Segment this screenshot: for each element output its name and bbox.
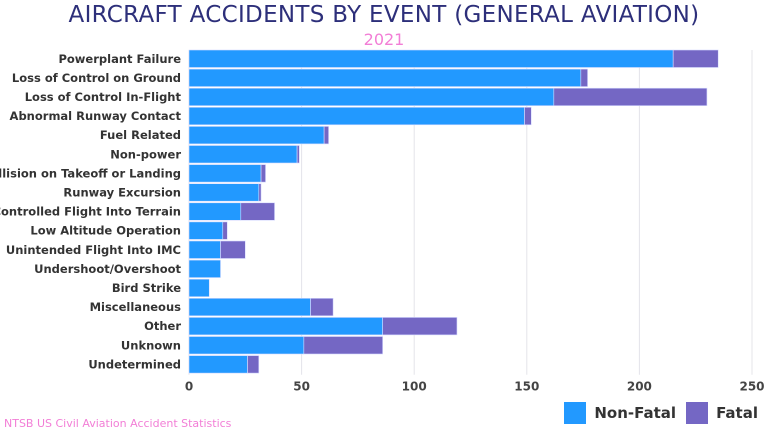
bar-non-fatal[interactable] [188,336,305,355]
bar-non-fatal[interactable] [188,87,555,106]
bar-fatal[interactable] [524,107,532,126]
bar-non-fatal[interactable] [188,126,325,145]
x-tick-label: 150 [514,380,539,394]
category-label: Runway Excursion [63,185,181,199]
legend-label: Fatal [716,404,758,422]
bar-fatal[interactable] [672,49,719,68]
category-label: Fuel Related [100,128,181,142]
bar-non-fatal[interactable] [188,183,260,202]
bar-non-fatal[interactable] [188,355,248,374]
x-tick-label: 50 [293,380,310,394]
x-tick-label: 250 [739,380,764,394]
category-label: Bird Strike [112,281,181,295]
source-note: NTSB US Civil Aviation Accident Statisti… [4,417,232,430]
bar-non-fatal[interactable] [188,107,525,126]
category-label: Other [144,319,181,333]
bar-fatal[interactable] [247,355,260,374]
bar-fatal[interactable] [296,145,300,164]
bar-fatal[interactable] [323,126,329,145]
category-label: Undershoot/Overshoot [34,262,181,276]
bar-fatal[interactable] [303,336,383,355]
bar-non-fatal[interactable] [188,202,242,221]
legend: Non-Fatal Fatal [564,402,758,424]
bar-non-fatal[interactable] [188,317,383,336]
x-tick-label: 100 [402,380,427,394]
bar-fatal[interactable] [240,202,275,221]
legend-label: Non-Fatal [594,404,677,422]
bar-non-fatal[interactable] [188,145,298,164]
bar-non-fatal[interactable] [188,164,262,183]
category-label: Collision on Takeoff or Landing [0,166,181,180]
bar-fatal[interactable] [310,297,334,317]
category-label: Abnormal Runway Contact [10,109,182,123]
bar-non-fatal[interactable] [188,68,582,87]
bar-non-fatal[interactable] [188,297,311,317]
category-label: Unknown [121,338,181,352]
chart-title: AIRCRAFT ACCIDENTS BY EVENT (GENERAL AVI… [68,2,700,28]
category-label: Controlled Flight Into Terrain [0,205,181,219]
bar-non-fatal[interactable] [188,240,221,259]
category-label: Powerplant Failure [58,52,181,66]
bar-fatal[interactable] [258,183,262,202]
bar-fatal[interactable] [260,164,266,183]
category-label: Loss of Control on Ground [12,71,181,85]
bar-non-fatal[interactable] [188,278,210,298]
bar-fatal[interactable] [220,240,246,259]
bar-non-fatal[interactable] [188,49,674,68]
category-label: Miscellaneous [90,300,182,314]
category-label: Undetermined [88,357,181,371]
bar-non-fatal[interactable] [188,259,221,278]
bar-fatal[interactable] [222,221,228,240]
bar-fatal[interactable] [553,87,708,106]
category-label: Unintended Flight Into IMC [6,243,181,257]
legend-item-fatal[interactable]: Fatal [686,402,758,424]
x-tick-label: 200 [627,380,652,394]
bar-non-fatal[interactable] [188,221,224,240]
bar-fatal[interactable] [382,317,458,336]
category-label: Loss of Control In-Flight [25,90,182,104]
x-tick-label: 0 [185,380,193,394]
chart-subtitle: 2021 [363,30,405,49]
category-label: Low Altitude Operation [30,224,181,238]
category-label: Non-power [110,147,181,161]
bar-fatal[interactable] [580,68,588,87]
legend-item-non-fatal[interactable]: Non-Fatal [564,402,676,424]
legend-swatch [686,402,709,424]
legend-swatch [564,402,587,424]
